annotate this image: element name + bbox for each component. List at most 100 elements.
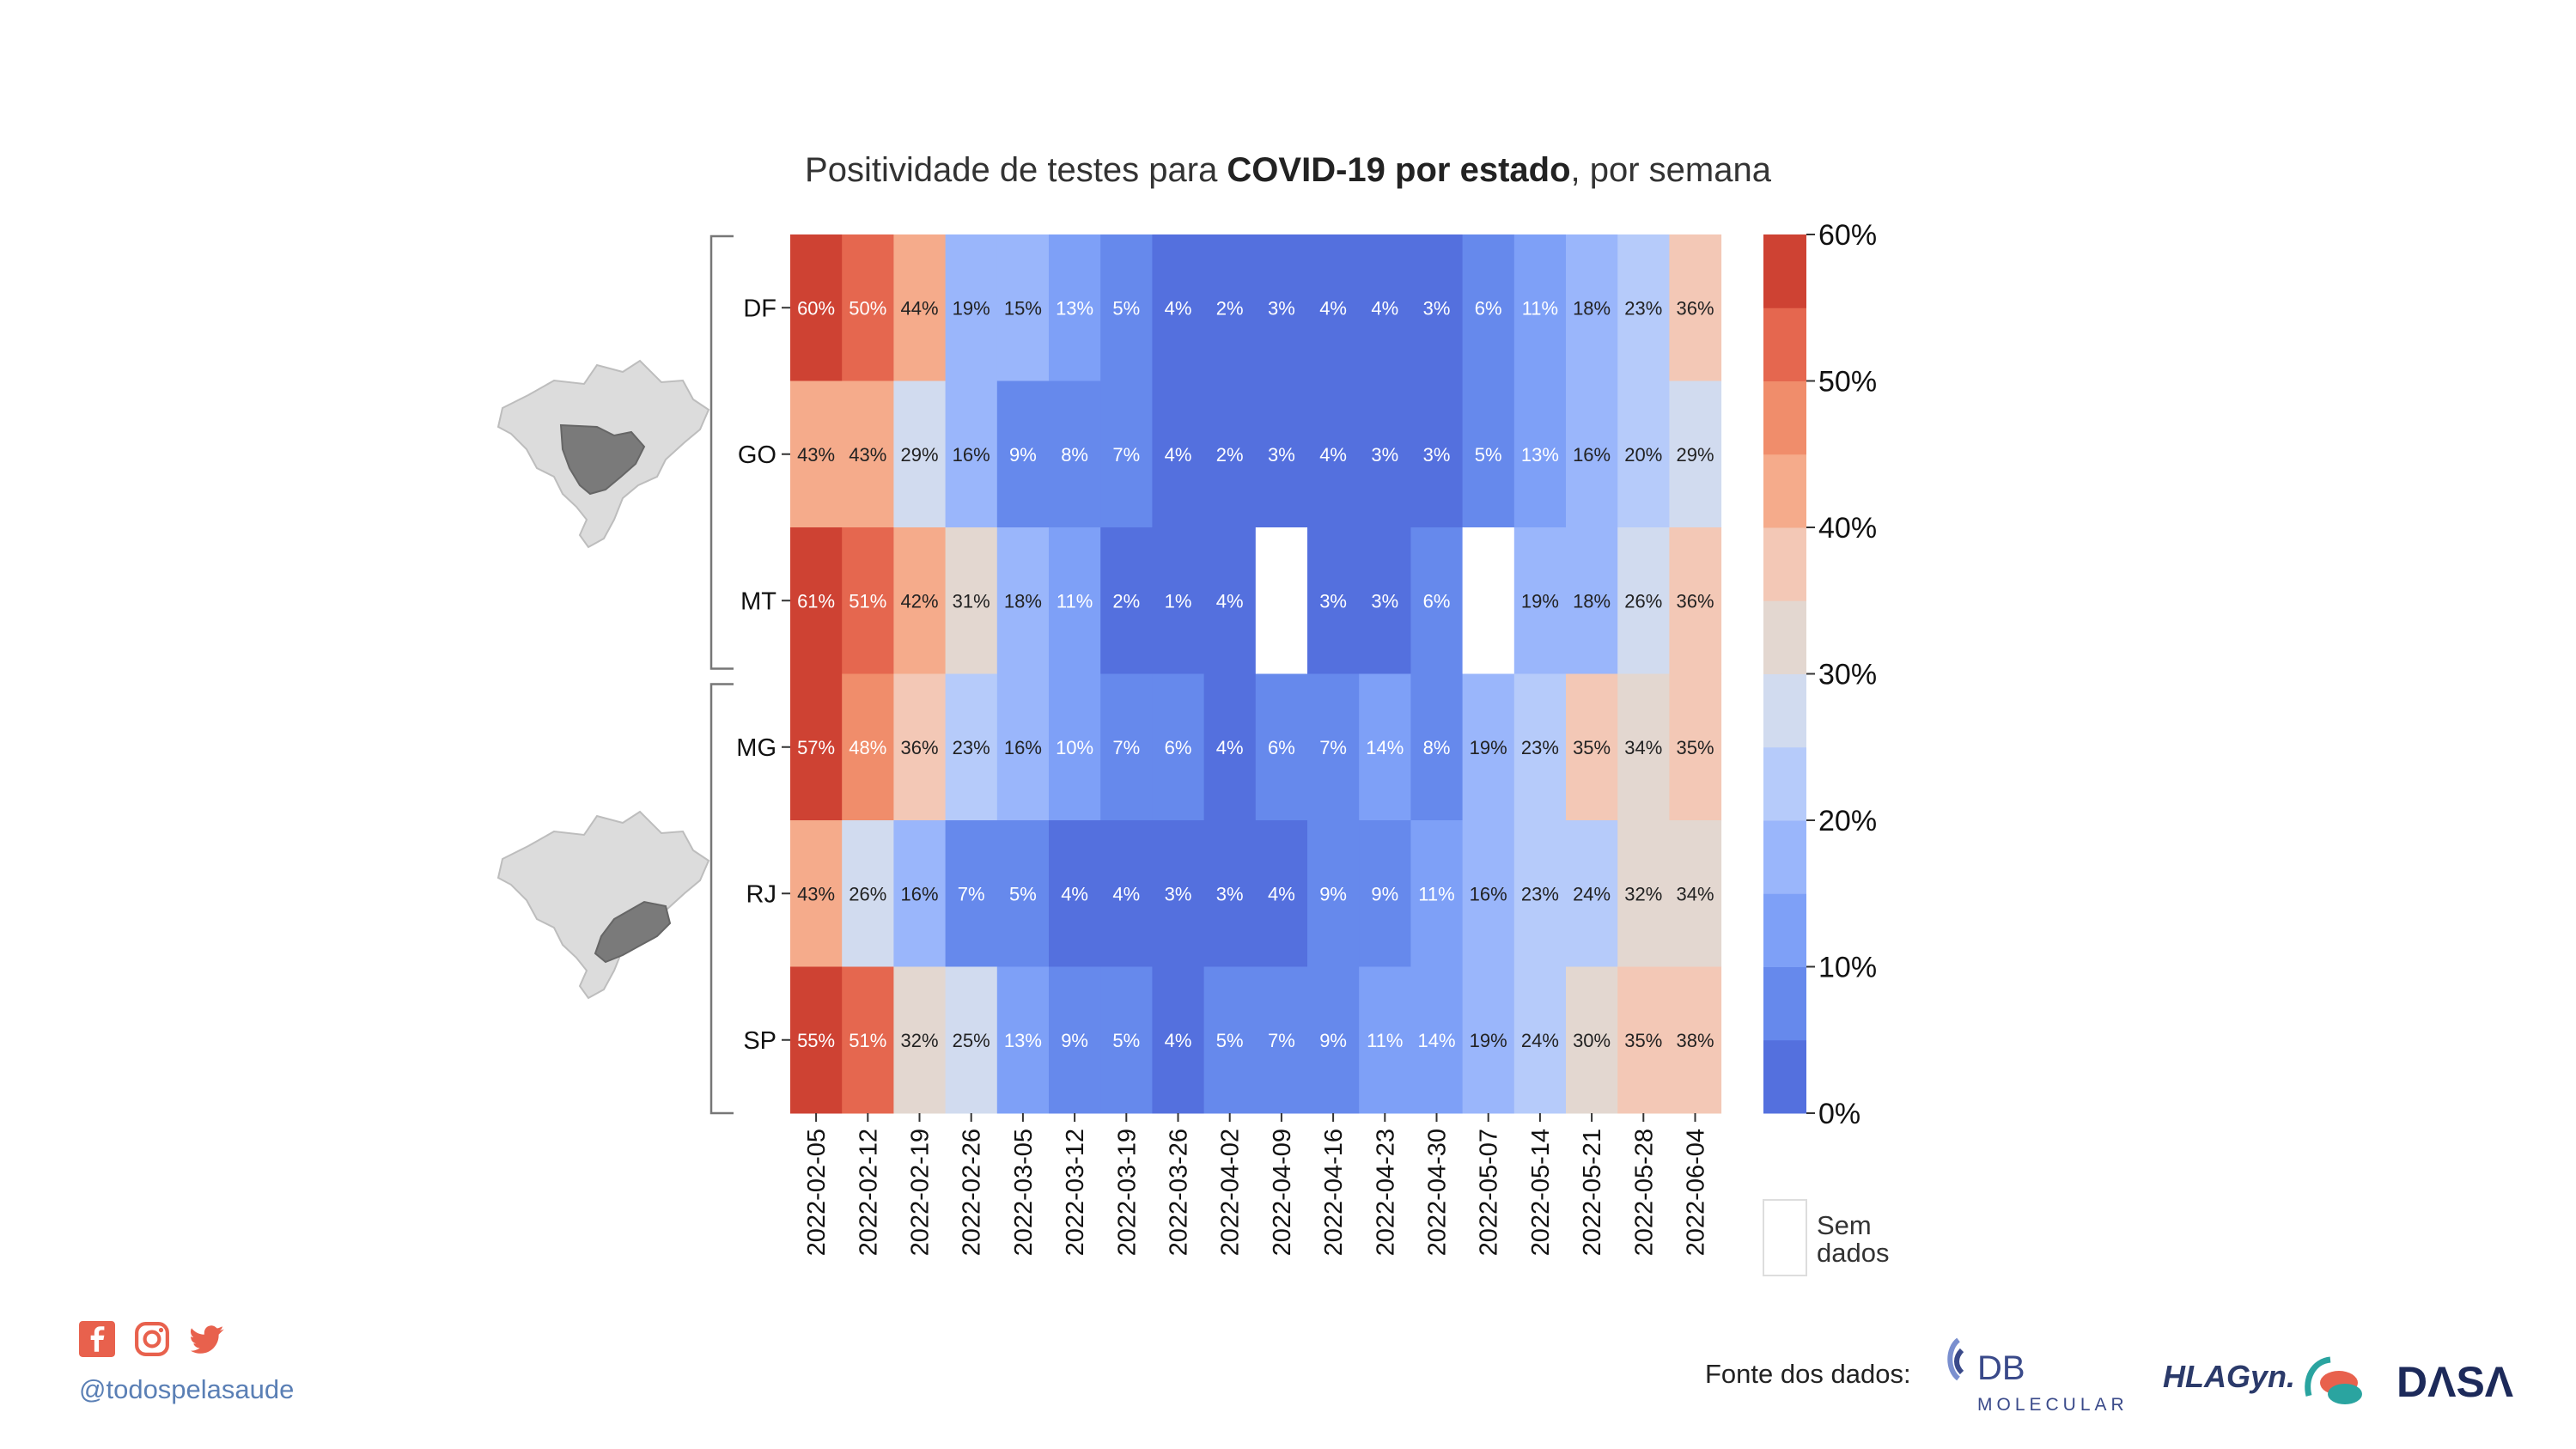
cell-value-label: 35% [1676, 737, 1714, 758]
heatmap-cell [945, 673, 998, 821]
heatmap-cell [790, 234, 843, 381]
cell-value-label: 4% [1371, 297, 1398, 319]
cell-value-label: 36% [1676, 590, 1714, 612]
sources-label: Fonte dos dados: [1705, 1359, 1911, 1389]
heatmap-cell [1203, 966, 1257, 1114]
heatmap-cell [1152, 820, 1205, 967]
heatmap-cell [1100, 527, 1153, 674]
heatmap-cell [1462, 381, 1515, 528]
cell-value-label: 3% [1423, 444, 1451, 466]
cell-value-label: 4% [1216, 737, 1244, 758]
heatmap-cell [1359, 234, 1411, 381]
heatmap-cell [996, 527, 1050, 674]
heatmap-cell [1566, 381, 1618, 528]
heatmap-cell [1669, 673, 1722, 821]
twitter-icon[interactable] [190, 1321, 226, 1357]
heatmap-cell [1566, 820, 1618, 967]
heatmap-cell [893, 234, 947, 381]
heatmap-cell [1255, 234, 1308, 381]
cell-value-label: 11% [1418, 883, 1454, 904]
heatmap-cell [1152, 234, 1205, 381]
cell-value-label: 9% [1319, 883, 1347, 904]
colorbar-tick-label: 20% [1818, 805, 1877, 837]
colorbar-segment [1763, 600, 1806, 674]
heatmap-cell [842, 381, 894, 528]
colorbar: 0% 10% 20% 30% 40% 50% 60% [1763, 219, 1877, 1130]
colorbar-segment [1763, 234, 1806, 308]
svg-text:HLAGyn.: HLAGyn. [2163, 1359, 2295, 1394]
cell-value-label: 32% [900, 1030, 938, 1051]
cell-value-label: 29% [1676, 444, 1714, 466]
heatmap-cell [842, 527, 894, 674]
cell-value-label: 36% [900, 737, 938, 758]
cell-value-label: 16% [1573, 444, 1611, 466]
cell-value-label: 9% [1371, 883, 1398, 904]
cell-value-label: 3% [1319, 590, 1347, 612]
cell-value-label: 23% [1521, 737, 1559, 758]
heatmap-cell [1617, 820, 1670, 967]
heatmap-cell [1410, 966, 1464, 1114]
y-axis-labels: DF GO MT MG RJ SP [736, 295, 790, 1055]
cell-value-label: 2% [1216, 444, 1244, 466]
cell-value-label: 9% [1061, 1030, 1088, 1051]
heatmap-cell [842, 673, 894, 821]
x-tick-label: 2022-02-12 [855, 1129, 882, 1256]
heatmap-cell [1462, 234, 1515, 381]
heatmap-cell [1049, 966, 1101, 1114]
cell-value-label: 43% [797, 444, 835, 466]
heatmap-cell [1669, 381, 1722, 528]
cell-value-label: 34% [1676, 883, 1714, 904]
cell-value-label: 23% [1624, 297, 1662, 319]
instagram-icon[interactable] [134, 1321, 170, 1357]
cell-value-label: 50% [849, 297, 886, 319]
social-handle[interactable]: @todospelasaude [79, 1374, 295, 1404]
x-tick-label: 2022-04-30 [1424, 1129, 1452, 1256]
colorbar-segment [1763, 746, 1806, 821]
cell-value-label: 3% [1423, 297, 1451, 319]
cell-value-label: 16% [1004, 737, 1042, 758]
facebook-icon[interactable] [79, 1321, 115, 1357]
y-tick-label: SP [743, 1027, 776, 1055]
cell-value-label: 35% [1573, 737, 1611, 758]
cell-value-label: 19% [1521, 590, 1559, 612]
heatmap-cell [790, 820, 843, 967]
heatmap-cell [790, 381, 843, 528]
cell-value-label: 3% [1268, 297, 1295, 319]
x-tick-label: 2022-03-05 [1010, 1129, 1038, 1256]
heatmap-cell [1669, 820, 1722, 967]
x-tick-label: 2022-04-09 [1269, 1129, 1296, 1256]
cell-value-label: 5% [1009, 883, 1037, 904]
colorbar-segment [1763, 527, 1806, 601]
cell-value-label: 4% [1112, 883, 1140, 904]
heatmap-cell [1255, 966, 1308, 1114]
heatmap-cell [1566, 673, 1618, 821]
heatmap-cell [1049, 820, 1101, 967]
cell-value-label: 4% [1319, 297, 1347, 319]
colorbar-tick-label: 10% [1818, 952, 1877, 984]
cell-value-label: 11% [1367, 1030, 1403, 1051]
heatmap-cell [1152, 673, 1205, 821]
cell-value-label: 11% [1057, 590, 1093, 612]
colorbar-segment [1763, 381, 1806, 455]
cell-value-label: 31% [953, 590, 990, 612]
cell-value-label: 19% [1470, 737, 1507, 758]
heatmap-cell [1513, 966, 1567, 1114]
colorbar-segment [1763, 673, 1806, 748]
x-tick-label: 2022-04-23 [1372, 1129, 1399, 1256]
cell-value-label: 4% [1319, 444, 1347, 466]
cell-value-label: 7% [958, 883, 985, 904]
group-bracket [709, 234, 734, 670]
colorbar-tick-label: 0% [1818, 1098, 1860, 1130]
heatmap-cell [1410, 234, 1464, 381]
y-tick-label: DF [743, 295, 776, 322]
heatmap-cell [1307, 381, 1360, 528]
heatmap-cell [1307, 673, 1360, 821]
heatmap-cell [1513, 820, 1567, 967]
heatmap-cell [1617, 527, 1670, 674]
cell-value-label: 4% [1165, 444, 1192, 466]
cell-value-label: 9% [1319, 1030, 1347, 1051]
brazil-map-sudeste [496, 810, 710, 1000]
cell-value-label: 13% [1521, 444, 1559, 466]
cell-value-label: 35% [1624, 1030, 1662, 1051]
cell-value-label: 3% [1165, 883, 1192, 904]
